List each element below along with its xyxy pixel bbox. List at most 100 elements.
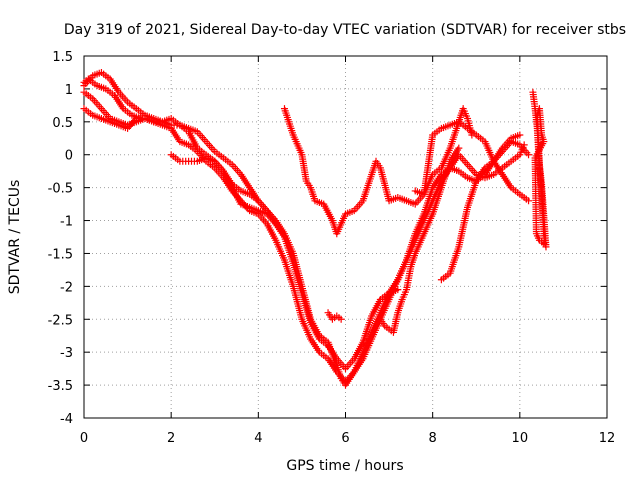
y-tick-label: -2.5 [48,313,73,328]
data-point [188,157,198,165]
data-point [82,90,95,101]
x-tick-label: 8 [429,431,437,446]
series-track-4 [80,75,145,123]
x-tick-label: 4 [254,431,262,446]
data-point [161,115,173,125]
data-point [239,188,251,197]
data-point [474,133,487,144]
data-point [248,192,260,203]
data-point [273,222,287,239]
data-point [107,77,122,94]
data-point [248,204,260,214]
data-point [460,107,470,120]
data-point [91,69,103,79]
data-point [447,146,462,163]
data-point [321,202,335,222]
data-point [169,116,182,127]
data-point [440,122,452,132]
data-point [344,207,356,217]
series-track-5 [167,151,280,228]
data-point [264,222,279,242]
x-tick-labels: 0 2 4 6 8 10 12 [80,431,615,446]
data-point [239,201,251,211]
data-point [525,197,533,205]
plot-frame [83,55,608,419]
data-point [195,146,208,157]
data-point [373,160,383,170]
data-point [516,131,524,139]
data-point [204,155,217,164]
x-axis-label: GPS time / hours [286,458,403,474]
data-point [290,285,305,321]
data-point [281,107,296,137]
data-point [95,82,108,92]
data-point [308,321,322,341]
series-track-3 [80,105,402,373]
data-point [403,232,419,262]
data-point [343,370,356,384]
data-point [531,156,540,235]
data-point [394,286,402,294]
data-point [334,212,349,236]
data-point [230,163,243,176]
data-point [212,166,226,180]
data-point [377,298,392,321]
data-point [222,156,234,167]
data-point [351,340,366,361]
data-point [457,153,470,167]
data-point [299,317,314,341]
data-point [395,298,405,314]
data-point [143,115,156,125]
data-point [178,123,190,134]
y-tick-label: 1.5 [52,50,73,65]
x-tick-label: 0 [80,431,88,446]
data-point [112,93,126,111]
y-tick-label: -3.5 [48,379,73,394]
chart-title: Day 319 of 2021, Sidereal Day-to-day VTE… [64,22,626,38]
data-point [117,122,129,132]
data-point [299,291,314,324]
data-point [187,125,199,135]
data-point [413,188,426,197]
data-point [518,192,530,203]
data-point [169,152,182,164]
data-point [152,119,164,128]
data-point [351,357,366,374]
data-point [447,120,462,150]
data-point [360,314,375,344]
data-point [420,133,436,196]
data-point [466,126,478,137]
data-point [121,106,134,118]
data-point [204,140,217,153]
grid [84,56,607,418]
data-point [378,317,387,328]
data-point [238,172,252,190]
data-point [178,138,190,148]
data-point [483,171,496,181]
data-point [455,206,471,249]
y-tick-label: -0.5 [48,182,73,197]
data-point [518,143,531,157]
data-point [412,232,427,255]
data-point [179,157,190,165]
y-tick-label: -1.5 [48,247,73,262]
y-tick-label: 1 [65,83,73,98]
data-point [256,199,269,213]
data-point [440,271,452,282]
data-point [377,166,393,203]
data-point [473,166,488,183]
data-point [538,133,547,143]
data-point [509,132,522,141]
data-point [100,70,112,81]
data-point [399,288,409,301]
data-point [257,207,269,217]
data-point [408,252,419,268]
data-point [256,212,269,226]
data-point [126,100,138,111]
series-track-10 [411,118,533,205]
data-point [87,77,99,88]
series-track-9 [437,131,524,284]
data-point [421,212,436,236]
data-point [213,149,225,160]
